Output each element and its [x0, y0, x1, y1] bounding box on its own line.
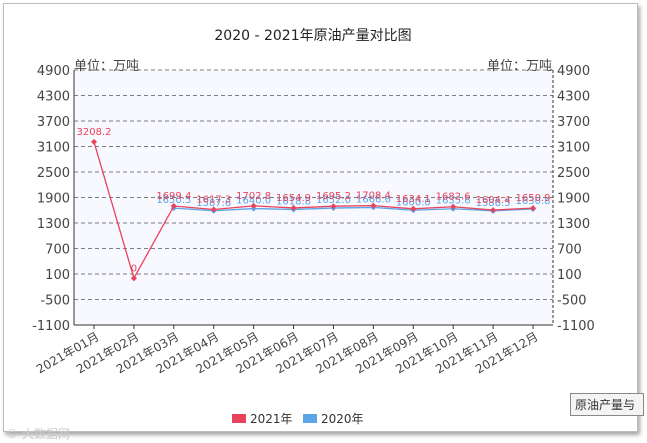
y-tick-label-right: 700	[557, 243, 582, 258]
y-tick-label-right: 2500	[557, 166, 590, 181]
legend[interactable]: 2021年 2020年	[232, 412, 364, 426]
data-label: 1618.8	[276, 196, 311, 207]
data-label: 3208.2	[77, 127, 112, 138]
watermark: © 大数据网	[6, 427, 70, 441]
series-line	[173, 206, 534, 212]
data-point	[170, 203, 177, 210]
y-axis-unit-right: 单位：万吨	[487, 59, 552, 74]
data-point	[91, 138, 97, 145]
y-tick-label-right: 4300	[557, 90, 590, 105]
y-tick-label-right: -500	[557, 294, 587, 309]
legend-swatch	[303, 414, 317, 423]
y-tick-label-left: 1300	[37, 217, 70, 232]
data-label: 1682.6	[436, 192, 471, 203]
y-tick-label-right: 100	[557, 268, 582, 283]
y-tick-label-left: 1900	[37, 192, 70, 207]
data-label: 1630.8	[516, 196, 551, 207]
data-point	[250, 202, 257, 209]
y-tick-label-left: 100	[45, 268, 70, 283]
data-label: 1695.2	[316, 191, 351, 202]
data-label: 0	[131, 263, 137, 274]
data-label: 1635.6	[436, 196, 471, 207]
y-tick-label-right: 3100	[557, 141, 590, 156]
y-tick-label-right: 3700	[557, 115, 590, 130]
y-tick-label-left: -1100	[32, 319, 70, 334]
series-lines: 1650.5 1587.6 1640.0 1618.8 1652.0 1666.6 1600…	[77, 127, 551, 282]
data-label: 1650.9	[516, 193, 551, 204]
y-tick-label-right: 1300	[557, 217, 590, 232]
data-label: 1650.5	[156, 195, 191, 206]
legend-label: 2020年	[321, 412, 364, 426]
y-tick-label-left: 4900	[37, 64, 70, 79]
y-tick-label-left: 2500	[37, 166, 70, 181]
y-tick-label-left: 4300	[37, 90, 70, 105]
legend-label: 2021年	[250, 412, 293, 426]
data-label: 1654.9	[276, 193, 311, 204]
chart-title: 2020 - 2021年原油产量对比图	[214, 28, 411, 44]
data-label: 1587.6	[196, 198, 231, 209]
y-tick-label-left: 3100	[37, 141, 70, 156]
data-point	[370, 202, 377, 209]
y-tick-label-right: 4900	[557, 64, 590, 79]
data-point	[330, 203, 337, 210]
data-label: 1600.0	[396, 197, 431, 208]
data-point	[290, 204, 297, 211]
data-label: 1604.4	[476, 195, 511, 206]
y-tick-label-left: -500	[40, 294, 70, 309]
data-point	[530, 205, 536, 212]
data-label: 1640.0	[236, 196, 271, 207]
data-label: 1702.8	[236, 191, 271, 202]
data-point	[210, 206, 217, 213]
data-label: 1708.4	[356, 191, 391, 202]
data-label: 1699.4	[156, 191, 191, 202]
legend-swatch	[232, 414, 246, 423]
grid-lines	[73, 69, 554, 329]
y-axis-unit-left: 单位：万吨	[74, 59, 139, 74]
data-point	[410, 205, 417, 212]
y-tick-label-left: 700	[45, 243, 70, 258]
data-label: 1652.0	[316, 195, 351, 206]
tooltip: 原油产量与	[570, 393, 644, 416]
data-label: 1666.6	[356, 194, 391, 205]
data-point	[130, 275, 137, 282]
data-label: 1634.1	[396, 194, 431, 205]
y-tick-label-left: 3700	[37, 115, 70, 130]
data-point	[490, 207, 497, 214]
y-tick-label-right: 1900	[557, 192, 590, 207]
y-axis-labels: 4900 4900 4300 4300 3700 3700 3100 3100 2500 2500…	[32, 64, 595, 334]
y-tick-label-right: -1100	[557, 319, 595, 334]
series-line	[93, 141, 534, 280]
data-label: 1617.3	[196, 195, 231, 206]
data-label: 1586.5	[476, 198, 511, 209]
x-axis-labels: 2021年01月2021年02月2021年03月2021年04月2021年05月…	[34, 329, 540, 376]
data-point	[450, 203, 457, 210]
